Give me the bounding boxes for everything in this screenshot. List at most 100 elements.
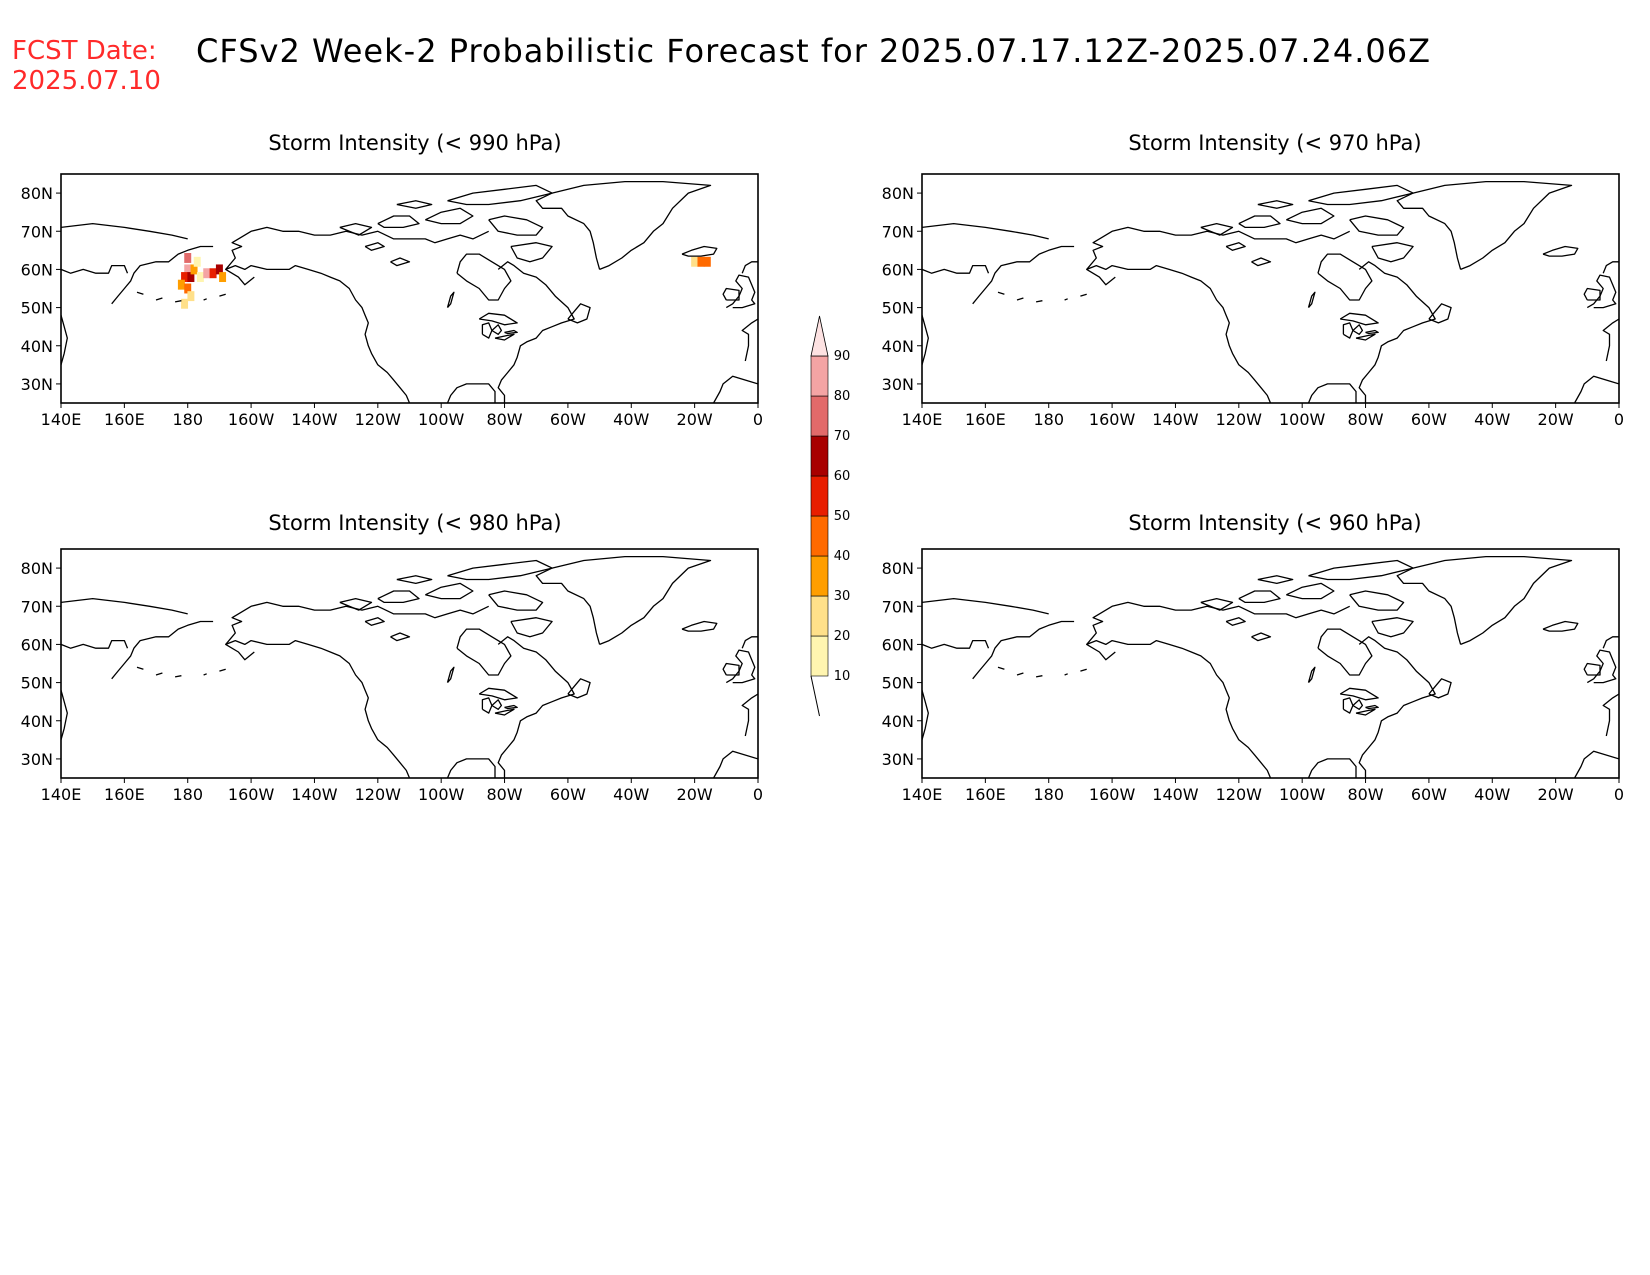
coastline <box>1308 184 1414 206</box>
panel-storm-980: Storm Intensity (< 980 hPa) 140E 160E 180 1… <box>21 511 763 804</box>
map-frame <box>60 548 759 779</box>
coastline <box>922 639 990 649</box>
lon-tick-label: 40W <box>1474 785 1510 804</box>
forecast-date-block: FCST Date: 2025.07.10 <box>12 36 161 96</box>
coastline <box>174 675 182 678</box>
coastline <box>1371 242 1414 263</box>
coastline <box>136 291 144 295</box>
coastline <box>1602 693 1619 737</box>
lat-tick-label: 40N <box>21 712 53 731</box>
coastline <box>494 708 515 716</box>
coastline <box>136 666 144 670</box>
probability-cell <box>187 291 195 302</box>
coastline <box>1583 287 1601 301</box>
lon-tick-label: 140W <box>291 785 338 804</box>
coastline <box>922 264 990 274</box>
probability-cell <box>703 256 711 267</box>
panel-title-970: Storm Intensity (< 970 hPa) <box>1128 131 1421 155</box>
lon-tick-label: 180 <box>172 410 203 429</box>
coastline <box>155 297 163 301</box>
lat-tick-label: 50N <box>882 299 914 318</box>
panel-title-960: Storm Intensity (< 960 hPa) <box>1128 511 1421 535</box>
coastline <box>741 636 758 649</box>
lon-tick-label: 0 <box>1614 785 1624 804</box>
coastline <box>1586 649 1617 684</box>
coastline <box>61 222 188 240</box>
coastline <box>61 597 188 615</box>
probability-cell <box>190 264 198 275</box>
coastline <box>478 312 518 326</box>
lon-tick-label: 80W <box>1347 785 1383 804</box>
lat-tick-label: 70N <box>882 597 914 616</box>
coastline <box>1080 293 1087 297</box>
coastline <box>1080 668 1087 672</box>
probability-cell <box>184 264 192 275</box>
lon-tick-label: 40W <box>613 785 649 804</box>
lon-tick-label: 100W <box>1279 785 1326 804</box>
colorbar-label: 20 <box>834 629 851 644</box>
coastline <box>1225 617 1246 626</box>
coastline <box>488 215 544 236</box>
coastline <box>364 242 385 251</box>
coastline <box>155 672 163 676</box>
colorbar-swatch <box>810 475 829 517</box>
coastline <box>1086 226 1350 270</box>
lon-tick-label: 120W <box>355 785 402 804</box>
colorbar-bottom-tail <box>810 675 820 717</box>
coastline <box>510 617 553 638</box>
lon-tick-label: 160W <box>228 410 275 429</box>
lat-tick-label: 80N <box>21 184 53 203</box>
colorbar-top-triangle <box>810 315 829 357</box>
coastline <box>567 303 591 324</box>
coastline <box>1349 215 1405 236</box>
lon-tick-label: 140W <box>1152 410 1199 429</box>
colorbar-label: 40 <box>834 549 851 564</box>
lat-tick-label: 40N <box>21 337 53 356</box>
coastline <box>225 226 489 270</box>
lon-tick-label: 120W <box>1216 785 1263 804</box>
lon-tick-label: 60W <box>1411 785 1447 804</box>
coastline <box>510 242 553 263</box>
colorbar-swatch <box>810 395 829 437</box>
coastline <box>1086 264 1272 403</box>
lon-tick-label: 0 <box>1614 410 1624 429</box>
coastline <box>1035 300 1043 303</box>
lat-tick-label: 50N <box>21 299 53 318</box>
page-title: CFSv2 Week-2 Probabilistic Forecast for … <box>196 32 1432 70</box>
lon-tick-label: 120W <box>355 410 402 429</box>
coastline <box>1086 639 1272 778</box>
lon-tick-label: 20W <box>677 785 713 804</box>
lon-tick-label: 100W <box>418 410 465 429</box>
lat-tick-label: 80N <box>882 559 914 578</box>
coastline <box>741 693 758 737</box>
lon-tick-label: 80W <box>486 410 522 429</box>
lat-tick-label: 70N <box>21 597 53 616</box>
coastline <box>478 687 518 701</box>
probability-cell <box>697 256 705 267</box>
lon-tick-label: 20W <box>1538 410 1574 429</box>
colorbar-label: 80 <box>834 389 851 404</box>
coastline <box>1251 632 1272 642</box>
lon-tick-label: 20W <box>677 410 713 429</box>
coastline <box>390 632 411 642</box>
probability-cell <box>181 298 189 309</box>
coastline <box>61 690 68 741</box>
coastline <box>219 668 226 672</box>
probability-cell <box>181 272 189 283</box>
colorbar-swatch <box>810 635 829 677</box>
coastline <box>741 318 758 362</box>
coastline <box>446 291 455 309</box>
coastline <box>1064 673 1068 676</box>
lat-tick-label: 70N <box>21 222 53 241</box>
colorbar-swatch <box>810 515 829 557</box>
coastline <box>922 315 929 366</box>
lat-tick-label: 60N <box>21 635 53 654</box>
coastline <box>225 264 411 403</box>
coastline <box>1358 261 1436 403</box>
coastline <box>1200 222 1234 236</box>
coastline <box>713 750 758 778</box>
coastline <box>1574 375 1619 403</box>
probability-cell <box>193 256 201 267</box>
coastline <box>1286 582 1335 600</box>
